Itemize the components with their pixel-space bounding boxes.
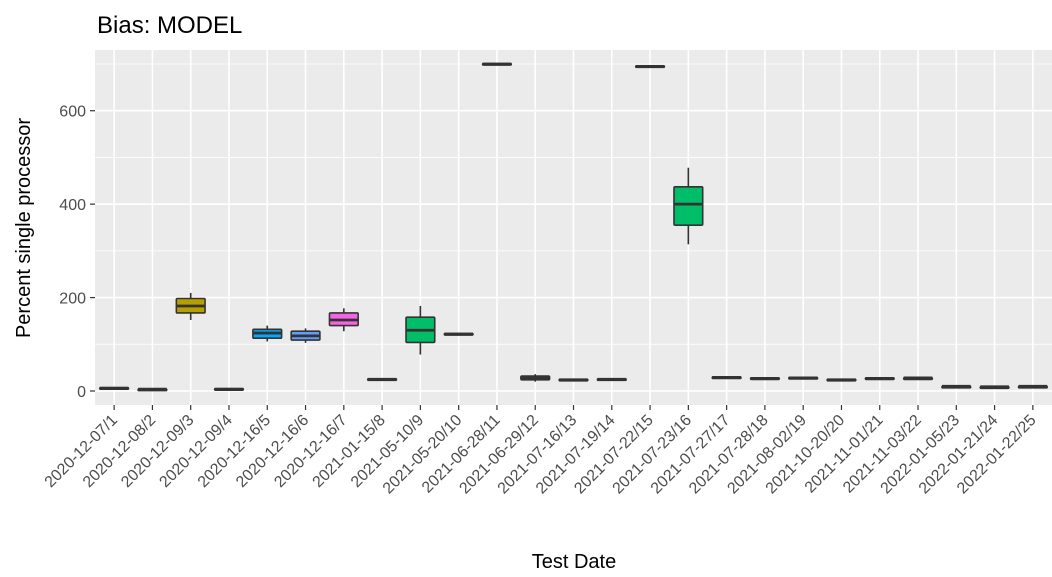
box-6	[290, 328, 321, 343]
box-7	[328, 308, 359, 332]
x-axis-title: Test Date	[532, 551, 616, 573]
x-axis: 2020-12-07/12020-12-08/22020-12-09/32020…	[42, 405, 1040, 497]
y-axis-title: Percent single processor	[13, 118, 35, 338]
y-tick-label: 0	[77, 384, 86, 401]
box-2	[137, 387, 168, 392]
box-25	[1017, 384, 1049, 389]
y-tick-label: 200	[59, 291, 86, 308]
grid-lines	[95, 50, 1052, 405]
box-21	[864, 376, 895, 381]
box-8	[366, 377, 398, 382]
y-axis: 0 200 400 600	[59, 104, 95, 401]
box-15	[634, 64, 666, 69]
chart-title: Bias: MODEL	[97, 12, 242, 39]
y-tick-label: 600	[59, 104, 86, 121]
box-13	[558, 378, 589, 382]
y-tick-label: 400	[59, 197, 86, 214]
box-5	[252, 325, 283, 342]
box-1	[98, 386, 130, 391]
box-14	[596, 377, 627, 382]
box-12	[520, 374, 551, 382]
box-20	[826, 378, 857, 382]
box-16	[673, 167, 704, 245]
box-body	[673, 186, 704, 226]
box-4	[213, 387, 245, 391]
box-10	[443, 332, 474, 336]
box-22	[902, 376, 934, 381]
box-23	[941, 384, 972, 389]
box-9	[405, 305, 436, 355]
box-series	[98, 62, 1049, 392]
box-24	[979, 385, 1010, 390]
box-19	[788, 376, 819, 380]
box-3	[175, 292, 206, 320]
box-11	[481, 62, 513, 66]
box-17	[711, 376, 742, 380]
box-18	[749, 376, 781, 381]
